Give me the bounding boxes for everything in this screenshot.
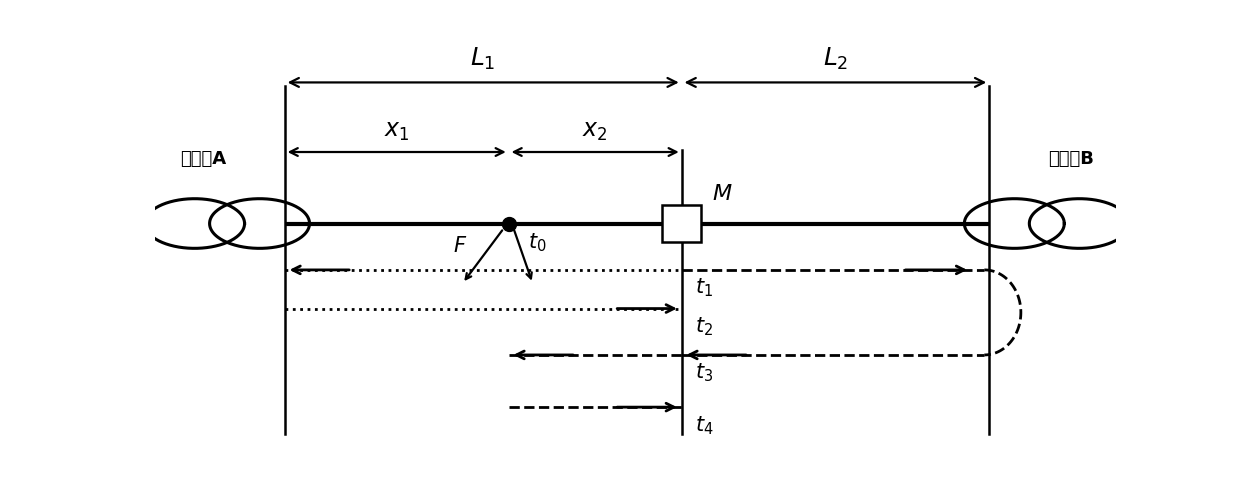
Text: $L_1$: $L_1$ xyxy=(470,46,496,72)
Text: $x_2$: $x_2$ xyxy=(583,119,608,143)
Text: $t_3$: $t_3$ xyxy=(696,361,713,384)
Bar xyxy=(662,206,701,242)
Text: $t_0$: $t_0$ xyxy=(528,231,547,254)
Text: $t_4$: $t_4$ xyxy=(696,413,714,436)
Text: $t_2$: $t_2$ xyxy=(696,315,713,337)
Text: $F$: $F$ xyxy=(454,235,467,256)
Text: $t_1$: $t_1$ xyxy=(696,276,713,299)
Text: $x_1$: $x_1$ xyxy=(384,119,409,143)
Text: 变电站A: 变电站A xyxy=(180,149,226,167)
Text: 变电站B: 变电站B xyxy=(1048,149,1094,167)
Text: $M$: $M$ xyxy=(713,184,733,204)
Text: $L_2$: $L_2$ xyxy=(822,46,848,72)
